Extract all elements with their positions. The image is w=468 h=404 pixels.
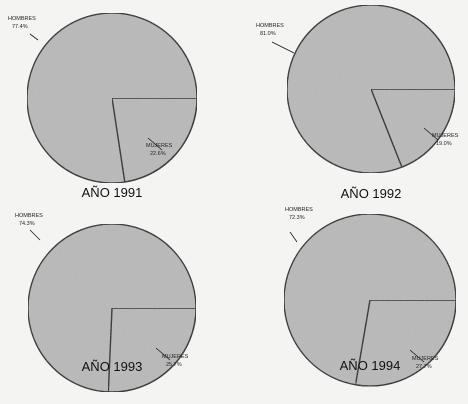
label-mujeres: MUJERES <box>432 133 459 139</box>
leader-line-hombres <box>289 231 298 243</box>
leader-line-hombres <box>29 33 39 41</box>
pie-chart-1: HOMBRES 77.4% MUJERES 22.6% AÑO 1991 <box>8 12 198 200</box>
leader-line-mujeres <box>409 349 425 363</box>
value-label-mujeres: 25.7% <box>166 362 182 368</box>
pie-chart-2: HOMBRES 81.0% MUJERES 19.0% AÑO 1992 <box>256 4 459 201</box>
label-hombres: HOMBRES <box>8 16 36 22</box>
value-label-mujeres: 19.0% <box>436 141 452 147</box>
label-mujeres: MUJERES <box>146 143 173 149</box>
slice-mujeres <box>354 299 457 387</box>
value-label-hombres: 74.3% <box>19 221 35 227</box>
leader-line-hombres <box>29 229 41 241</box>
leader-line-mujeres <box>147 137 163 151</box>
slice-mujeres <box>111 97 198 183</box>
slice-mujeres <box>107 307 197 393</box>
label-mujeres: MUJERES <box>162 354 189 360</box>
leader-line-mujeres <box>155 347 171 361</box>
label-hombres: HOMBRES <box>15 213 43 219</box>
label-hombres: HOMBRES <box>285 207 313 213</box>
leader-line-hombres <box>271 41 295 54</box>
value-label-hombres: 72.3% <box>289 215 305 221</box>
slice-mujeres <box>369 88 456 169</box>
chart-title: AÑO 1994 <box>340 358 401 373</box>
value-label-hombres: 81.0% <box>260 31 276 37</box>
value-label-mujeres: 27.7% <box>416 364 432 370</box>
leader-line-mujeres <box>423 127 439 141</box>
pie-chart-4: HOMBRES 72.3% MUJERES 27.7% AÑO 1994 <box>283 207 457 387</box>
chart-title: AÑO 1991 <box>82 185 143 200</box>
pie-chart-3: HOMBRES 74.3% MUJERES 25.7% AÑO 1993 <box>15 213 197 393</box>
value-label-mujeres: 22.6% <box>150 151 166 157</box>
label-hombres: HOMBRES <box>256 23 284 29</box>
label-mujeres: MUJERES <box>412 356 439 362</box>
chart-title: AÑO 1992 <box>341 186 402 201</box>
chart-title: AÑO 1993 <box>82 359 143 374</box>
value-label-hombres: 77.4% <box>12 24 28 30</box>
